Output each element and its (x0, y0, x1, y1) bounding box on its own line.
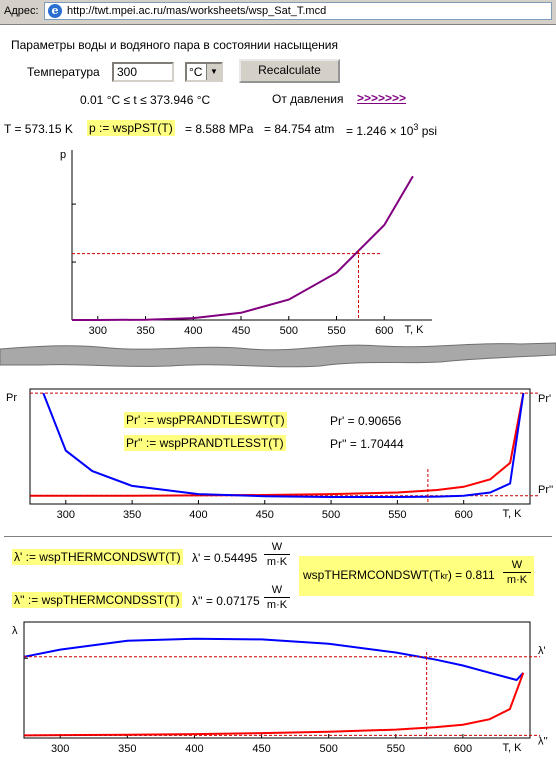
prandtl-formula-water: Pr' := wspPRANDTLESWT(T) (124, 412, 287, 428)
temperature-kelvin: T = 573.15 K (4, 122, 73, 136)
temperature-label: Температура (27, 65, 100, 79)
series-line-2 (42, 392, 525, 498)
x-tick-label: 350 (123, 509, 141, 521)
conductivity-value-steam: λ'' = 0.07175 (192, 594, 260, 608)
unit-numerator: W (271, 541, 283, 553)
series-line-1 (23, 637, 525, 682)
x-axis-label: T, K (503, 508, 523, 520)
prandtl-value-water: Pr' = 0.90656 (330, 414, 402, 428)
series-label-1: Pr'' (538, 484, 553, 496)
pressure-psi: = 1.246 × 103 psi (346, 122, 437, 138)
x-tick-label: 450 (232, 325, 250, 337)
critical-formula: wspTHERMCONDSWT(Tkr) = 0.811 (303, 568, 495, 582)
critical-formula-prefix: wspTHERMCONDSWT(T (303, 568, 441, 582)
series-line-2 (23, 672, 525, 737)
unit-denominator: m·K (506, 574, 528, 586)
x-tick-label: 550 (388, 509, 406, 521)
pressure-chart: 300 350 400 450 500 550 600 T, K p (60, 149, 432, 337)
x-tick-label: 300 (57, 509, 75, 521)
section-divider (4, 536, 552, 537)
y-axis-label: λ (12, 625, 18, 637)
x-axis-label: T, K (405, 324, 425, 336)
conductivity-unit-steam: W m·K (264, 584, 290, 611)
prandtl-chart: 300 350 400 450 500 550 600 T, K Pr Pr'' Pr' (6, 388, 553, 521)
unit-numerator: W (511, 559, 523, 571)
fraction-line (264, 554, 290, 555)
psi-mantissa: = 1.246 × 10 (346, 124, 414, 138)
series-label-1: λ' (538, 645, 546, 657)
prandtl-value-steam: Pr'' = 1.70444 (330, 437, 404, 451)
pressure-atm: = 84.754 atm (264, 122, 335, 136)
x-tick-label: 600 (375, 325, 393, 337)
unit-numerator: W (271, 584, 283, 596)
x-tick-label: 300 (51, 743, 69, 755)
address-input[interactable]: e http://twt.mpei.ac.ru/mas/worksheets/w… (44, 2, 552, 20)
conductivity-chart: 300 350 400 450 500 550 600 T, K λ λ' λ'' (12, 621, 548, 755)
critical-unit: W m·K (503, 559, 531, 586)
critical-subscript: kr (440, 571, 448, 581)
address-bar: Адрес: e http://twt.mpei.ac.ru/mas/works… (0, 0, 556, 25)
x-tick-label: 300 (89, 325, 107, 337)
temperature-input[interactable] (112, 62, 174, 82)
from-pressure-link[interactable]: >>>>>>> (357, 91, 407, 105)
plot-frame (23, 621, 531, 739)
x-tick-label: 500 (322, 509, 340, 521)
ie-page-icon: e (48, 4, 62, 18)
x-tick-label: 350 (136, 325, 154, 337)
chevron-down-icon[interactable]: ▼ (206, 64, 221, 80)
x-tick-label: 450 (252, 743, 270, 755)
fraction-line (503, 572, 531, 573)
x-tick-label: 450 (256, 509, 274, 521)
torn-separator (0, 342, 556, 368)
series-label-2: λ'' (538, 735, 548, 747)
x-axis-label: T, K (503, 742, 523, 754)
x-tick-label: 400 (184, 325, 202, 337)
x-tick-label: 400 (185, 743, 203, 755)
x-tick-label: 600 (455, 509, 473, 521)
conductivity-value-water: λ' = 0.54495 (192, 551, 258, 565)
x-tick-label: 600 (454, 743, 472, 755)
y-axis-label: Pr (6, 392, 17, 404)
prandtl-formula-steam: Pr'' := wspPRANDTLESST(T) (124, 435, 286, 451)
page-title: Параметры воды и водяного пара в состоян… (11, 38, 338, 52)
x-tick-label: 500 (319, 743, 337, 755)
fraction-line (264, 597, 290, 598)
x-tick-label: 500 (280, 325, 298, 337)
series-label-2: Pr' (538, 393, 551, 405)
plot-frame (29, 388, 531, 505)
psi-unit: psi (418, 124, 438, 138)
psi-exponent: 3 (413, 122, 419, 132)
pressure-formula: p := wspPST(T) (87, 120, 175, 136)
unit-denominator: m·K (266, 599, 288, 611)
x-tick-label: 550 (327, 325, 345, 337)
series-line-1 (72, 175, 414, 321)
conductivity-formula-steam: λ'' := wspTHERMCONDSST(T) (12, 592, 182, 608)
conductivity-formula-water: λ' := wspTHERMCONDSWT(T) (12, 549, 183, 565)
address-url[interactable]: http://twt.mpei.ac.ru/mas/worksheets/wsp… (67, 5, 327, 17)
x-tick-label: 350 (118, 743, 136, 755)
unit-select[interactable]: °C ▼ (185, 62, 223, 82)
recalculate-button[interactable]: Recalculate (239, 59, 340, 83)
x-tick-label: 400 (189, 509, 207, 521)
x-tick-label: 550 (387, 743, 405, 755)
unit-selected: °C (189, 65, 203, 79)
address-label: Адрес: (4, 5, 39, 17)
unit-denominator: m·K (266, 556, 288, 568)
from-pressure-label: От давления (272, 92, 344, 106)
y-axis-label: p (60, 149, 66, 161)
pressure-mpa: = 8.588 MPa (185, 122, 254, 136)
conductivity-unit-water: W m·K (264, 541, 290, 568)
critical-formula-value: ) = 0.811 (447, 568, 495, 582)
critical-conductivity-box: wspTHERMCONDSWT(Tkr) = 0.811 W m·K (299, 556, 534, 596)
range-text: 0.01 °C ≤ t ≤ 373.946 °C (80, 93, 211, 107)
